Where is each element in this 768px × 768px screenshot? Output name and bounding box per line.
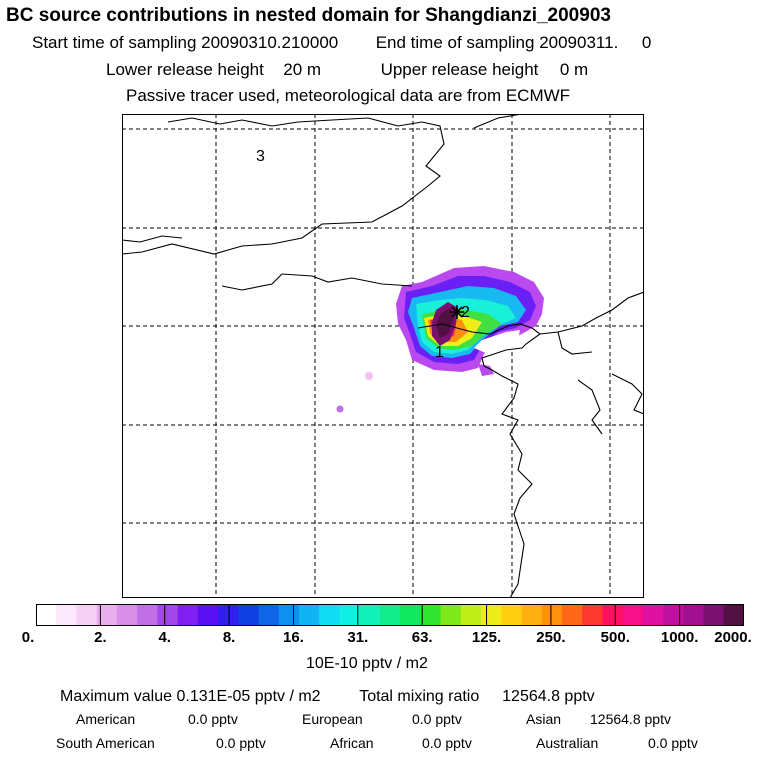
region-value: 0.0 pptv xyxy=(188,711,238,727)
colorbar-swatch xyxy=(723,604,744,626)
region-label-2: 2 xyxy=(461,304,470,321)
colorbar-swatch xyxy=(663,604,684,626)
colorbar-tick-label: 63. xyxy=(411,629,433,646)
colorbar-swatch xyxy=(278,604,300,626)
start-time-label: Start time of sampling xyxy=(32,33,197,52)
colorbar-swatch xyxy=(36,604,57,626)
total-mixing-value: 12564.8 pptv xyxy=(502,688,595,705)
colorbar-tick-label: 8. xyxy=(222,629,236,646)
max-and-total: Maximum value 0.131E-05 pptv / m2 Total … xyxy=(60,689,595,705)
lower-release-label: Lower release height xyxy=(106,60,264,79)
region-value: 12564.8 pptv xyxy=(590,711,671,727)
max-value: 0.131E-05 pptv / m2 xyxy=(176,688,321,705)
plume-speck xyxy=(336,405,344,413)
colorbar-tick-label: 2. xyxy=(94,629,107,646)
upper-release-label: Upper release height xyxy=(380,60,539,79)
region-value: 0.0 pptv xyxy=(216,735,266,751)
release-heights: Lower release height 20 m Upper release … xyxy=(106,61,588,78)
colorbar-swatch xyxy=(541,604,563,626)
colorbar-swatch xyxy=(76,604,98,626)
coastlines xyxy=(122,114,644,598)
lower-release-value: 20 m xyxy=(283,60,322,79)
colorbar-swatch xyxy=(197,604,219,626)
colorbar-swatch xyxy=(440,604,462,626)
colorbar-swatch xyxy=(319,604,340,626)
plume-speck xyxy=(365,372,373,380)
map-panel: 3 1 2 xyxy=(122,114,644,598)
colorbar-swatch xyxy=(420,604,441,626)
concentration-plume xyxy=(336,266,544,413)
region-value: 0.0 pptv xyxy=(412,711,462,727)
colorbar-units: 10E-10 pptv / m2 xyxy=(306,655,428,672)
max-value-label: Maximum value xyxy=(60,688,173,705)
colorbar-swatch xyxy=(683,604,704,626)
colorbar-tick-label: 1000. xyxy=(660,629,699,646)
colorbar-swatch xyxy=(561,604,583,626)
upper-release-value: 0 m xyxy=(559,60,589,79)
region-name: African xyxy=(330,735,374,751)
colorbar-tick-label: 16. xyxy=(283,629,304,646)
colorbar-swatch xyxy=(602,604,624,626)
colorbar-swatch xyxy=(521,604,543,626)
start-time-value: 20090310.210000 xyxy=(201,33,339,52)
colorbar-swatch xyxy=(481,604,502,626)
colorbar-tick-label: 4. xyxy=(158,629,171,646)
colorbar-tick-label: 0. xyxy=(21,629,35,646)
region-name: Australian xyxy=(536,735,599,751)
colorbar-swatch xyxy=(218,604,239,626)
region-value: 0.0 pptv xyxy=(648,735,698,751)
region-label-1: 1 xyxy=(435,344,444,361)
colorbar-swatch xyxy=(96,604,118,626)
colorbar-swatch xyxy=(501,604,522,626)
region-name: American xyxy=(76,711,136,727)
colorbar-swatch xyxy=(137,604,158,626)
colorbar-tick-label: 31. xyxy=(347,629,369,646)
colorbar xyxy=(36,604,744,626)
colorbar-swatch xyxy=(400,604,421,626)
chart-title: BC source contributions in nested domain… xyxy=(6,5,611,26)
colorbar-swatch xyxy=(703,604,725,626)
colorbar-tick-label: 2000. xyxy=(714,629,752,646)
colorbar-swatch xyxy=(56,604,77,626)
region-name: Asian xyxy=(526,711,562,727)
colorbar-tick-label: 125. xyxy=(471,629,502,646)
colorbar-swatch xyxy=(379,604,401,626)
colorbar-swatch xyxy=(116,604,138,626)
colorbar-tick-label: 500. xyxy=(600,629,630,646)
colorbar-swatch xyxy=(582,604,603,626)
colorbar-swatch xyxy=(359,604,381,626)
region-label-3: 3 xyxy=(256,148,265,165)
end-time-label: End time of sampling xyxy=(375,33,535,52)
total-mixing-label: Total mixing ratio xyxy=(359,688,480,705)
tracer-note: Passive tracer used, meteorological data… xyxy=(126,86,571,105)
colorbar-swatch xyxy=(642,604,664,626)
colorbar-swatch xyxy=(177,604,199,626)
map-grid xyxy=(122,114,644,598)
colorbar-frame xyxy=(36,604,744,626)
region-name: South American xyxy=(56,735,155,751)
sampling-times: Start time of sampling 20090310.210000 E… xyxy=(32,34,651,51)
colorbar-swatch xyxy=(298,604,320,626)
map-frame xyxy=(122,114,644,598)
colorbar-swatch xyxy=(339,604,361,626)
colorbar-swatch xyxy=(460,604,482,626)
region-name: European xyxy=(302,711,363,727)
receptor-marker-icon xyxy=(450,305,464,319)
colorbar-swatch xyxy=(258,604,280,626)
colorbar-swatch xyxy=(157,604,178,626)
colorbar-swatch xyxy=(622,604,644,626)
region-value: 0.0 pptv xyxy=(422,735,472,751)
colorbar-swatch xyxy=(238,604,259,626)
end-time-value: 20090311. 0 xyxy=(539,33,652,52)
colorbar-tick-label: 250. xyxy=(536,629,566,646)
